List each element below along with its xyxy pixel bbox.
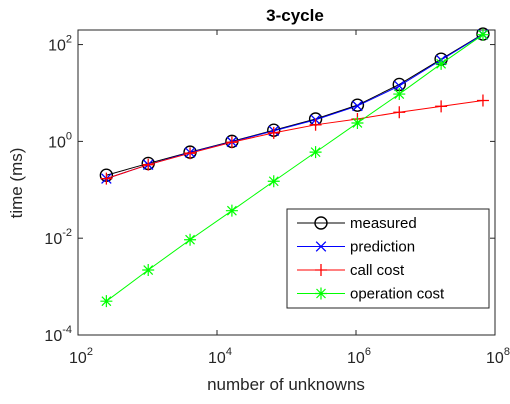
legend-marker [315, 241, 327, 252]
data-point [435, 57, 448, 70]
data-point [309, 146, 322, 159]
data-point [476, 94, 489, 107]
series-layer [99, 27, 490, 308]
data-point [267, 175, 280, 188]
legend-marker [314, 216, 328, 230]
x-axis-label: number of unknowns [207, 375, 365, 394]
data-point [142, 264, 155, 277]
data-point [350, 98, 365, 112]
data-point [309, 118, 322, 131]
series-operation-cost [100, 28, 489, 308]
legend-item-operation-cost: operation cost [297, 286, 445, 303]
x-tick-label: 108 [486, 346, 510, 367]
legend: measured prediction call cost operation cos… [286, 208, 490, 309]
data-point [142, 158, 155, 171]
data-point [267, 126, 280, 139]
legend-label: call cost [350, 262, 405, 279]
legend-label: prediction [350, 239, 415, 256]
data-point [394, 80, 405, 92]
x-tick-label: 104 [208, 346, 232, 367]
data-point [184, 233, 197, 246]
chart-title: 3-cycle [266, 6, 324, 25]
legend-marker [315, 264, 327, 276]
data-point [393, 88, 406, 101]
x-tick-label: 106 [347, 346, 371, 367]
series-line [106, 99, 484, 180]
legend-item-call-cost: call cost [297, 262, 405, 279]
y-tick-label: 10-2 [44, 227, 72, 248]
y-tick-label: 102 [48, 34, 72, 55]
data-point [100, 295, 113, 308]
y-axis-label: time (ms) [7, 148, 26, 219]
legend-item-measured: measured [297, 215, 417, 232]
ticks-layer: 102 104 106 108 10-4 10-2 100 102 [44, 30, 510, 367]
y-tick-label: 10-4 [44, 324, 72, 345]
data-point [225, 136, 238, 149]
legend-marker [315, 287, 327, 300]
data-point [352, 100, 363, 112]
data-point [393, 106, 406, 119]
data-point [184, 147, 197, 160]
series-line [106, 34, 484, 302]
data-point [351, 116, 364, 129]
legend-label: operation cost [350, 286, 445, 303]
data-point [100, 172, 113, 185]
series-line [106, 33, 484, 176]
legend-label: measured [350, 215, 417, 232]
legend-item-prediction: prediction [297, 239, 415, 256]
y-tick-label: 100 [48, 130, 72, 151]
data-point [476, 28, 489, 41]
data-point [225, 204, 238, 217]
data-point [435, 100, 448, 113]
x-tick-label: 102 [69, 346, 93, 367]
